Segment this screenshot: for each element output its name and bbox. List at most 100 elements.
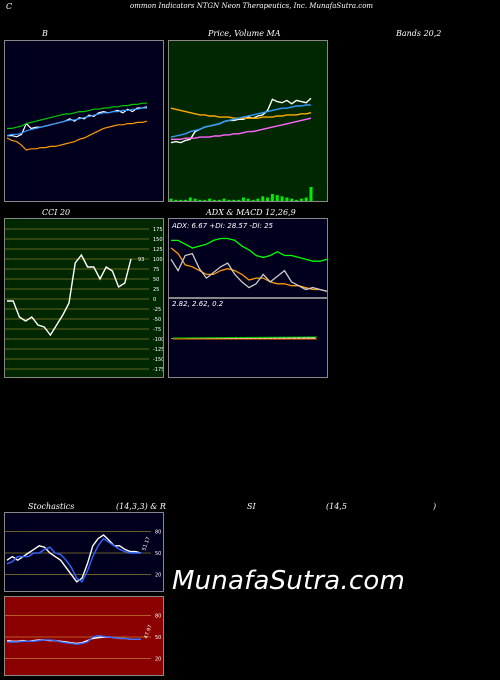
macd-bar	[224, 337, 229, 339]
macd-bar	[185, 337, 190, 339]
cci-tick-label: 0	[153, 297, 156, 303]
adx-chart: ADX: 6.67 +DI: 28.57 -DI: 25	[170, 222, 327, 292]
rsi-panel: 80 50 20 47.97	[4, 596, 164, 676]
adx-series-2	[170, 252, 327, 292]
stochastics-tick-label: 20	[155, 573, 161, 579]
cci-tick-label: -100	[153, 337, 164, 343]
volume-bar	[193, 198, 197, 201]
volume-bar	[285, 197, 289, 201]
volume-bar	[237, 199, 241, 201]
adx-title: ADX: 6.67 +DI: 28.57 -DI: 25	[171, 222, 274, 230]
rsi-params-label: (14,5	[326, 502, 347, 511]
rsi-chart: 80 50 20 47.97	[5, 613, 161, 663]
header-lead: C	[6, 2, 13, 11]
bollinger-series-2	[6, 120, 148, 151]
volume-bar	[280, 196, 284, 201]
volume-bar	[198, 199, 202, 201]
macd-bar	[219, 337, 224, 339]
cci-tick-label: 75	[153, 267, 159, 273]
macd-bar	[282, 337, 287, 339]
volume-bar	[169, 198, 173, 201]
volume-bar	[246, 198, 250, 201]
price-volume-chart	[169, 97, 313, 201]
page-title: ommon Indicators NTGN Neon Therapeutics,…	[130, 2, 374, 10]
rsi-series-1	[7, 634, 141, 645]
macd-bar	[199, 337, 205, 339]
bollinger-label: B	[42, 29, 48, 38]
cci-tick-label: 150	[153, 237, 163, 243]
cci-tick-label: -75	[153, 327, 161, 333]
cci-tick-label: -25	[153, 307, 161, 313]
bollinger-bands-panel	[4, 40, 164, 202]
rsi-last-value: 47.97	[143, 624, 154, 640]
stochastics-panel: 80 50 20 51.17	[4, 512, 164, 592]
macd-bar	[204, 337, 210, 339]
volume-bar	[275, 195, 279, 201]
volume-bar	[261, 196, 265, 201]
volume-bar	[304, 197, 308, 201]
volume-bar	[174, 199, 178, 201]
cci-tick-label: 100	[153, 257, 163, 263]
cci-chart: 175 150 125 100 75 50 25 0 -25 -50 -75 -100 -125 -150…	[5, 227, 164, 373]
price-ma-series-3	[171, 117, 312, 141]
cci-tick-label: 50	[153, 277, 159, 283]
stochastics-chart: 80 50 20 51.17	[5, 529, 161, 583]
volume-bar	[266, 197, 270, 201]
stochastics-tick-label: 80	[155, 529, 161, 535]
cci-last-value: 93	[138, 257, 144, 263]
bollinger-series-0	[7, 106, 148, 138]
adx-series-1	[170, 247, 327, 292]
macd-bar	[233, 337, 239, 339]
volume-bar	[188, 197, 192, 201]
macd-bar	[267, 337, 273, 339]
rsi-close-label: )	[433, 502, 437, 511]
adx-macd-label: ADX & MACD 12,26,9	[206, 208, 296, 217]
volume-bar	[227, 199, 231, 201]
volume-bar	[208, 198, 212, 201]
stochastics-tick-label: 50	[155, 551, 161, 557]
rsi-tick-label: 20	[155, 657, 161, 663]
volume-bar	[251, 199, 255, 201]
cci-series-0	[7, 253, 132, 337]
macd-bar	[238, 337, 244, 339]
macd-bar	[190, 337, 195, 339]
macd-title: 2.82, 2.62, 0.2	[172, 300, 224, 308]
volume-bar	[256, 198, 260, 201]
stochastics-series-0	[6, 534, 142, 583]
volume-bar	[217, 199, 221, 201]
cci-tick-label: 175	[153, 227, 163, 233]
cci-tick-label: -125	[153, 347, 164, 353]
cci-tick-label: -50	[153, 317, 161, 323]
volume-bar	[241, 197, 245, 201]
macd-chart: 2.82, 2.62, 0.2	[171, 300, 318, 340]
macd-bar	[306, 337, 311, 339]
price-ma-series-0	[170, 97, 312, 144]
volume-bar	[270, 194, 274, 201]
macd-bar	[301, 337, 306, 339]
macd-panel: 2.82, 2.62, 0.2	[168, 298, 328, 378]
price-ma-series-2	[170, 104, 311, 138]
cci-tick-label: 25	[153, 287, 159, 293]
rsi-tick-label: 80	[155, 613, 161, 619]
volume-bar	[212, 199, 216, 201]
volume-bar	[309, 187, 313, 201]
stochastics-last-value: 51.17	[141, 536, 152, 552]
macd-bar	[262, 337, 268, 339]
macd-bar	[195, 337, 200, 339]
macd-bar	[291, 337, 297, 339]
macd-line	[172, 336, 318, 339]
bollinger-series-1	[7, 102, 147, 130]
price-volume-panel	[168, 40, 328, 202]
macd-bar	[257, 337, 263, 339]
macd-bar	[286, 337, 292, 339]
macd-bar	[296, 337, 302, 339]
price-volume-label: Price, Volume MA	[208, 29, 281, 38]
cci-tick-label: 125	[153, 247, 163, 253]
volume-bar	[290, 198, 294, 201]
volume-bar	[299, 198, 303, 201]
price-ma-series-1	[170, 107, 312, 119]
bollinger-bands-chart	[6, 102, 148, 151]
macd-bar	[311, 337, 316, 339]
volume-bar	[222, 198, 226, 201]
bollinger-series-3	[6, 107, 147, 137]
